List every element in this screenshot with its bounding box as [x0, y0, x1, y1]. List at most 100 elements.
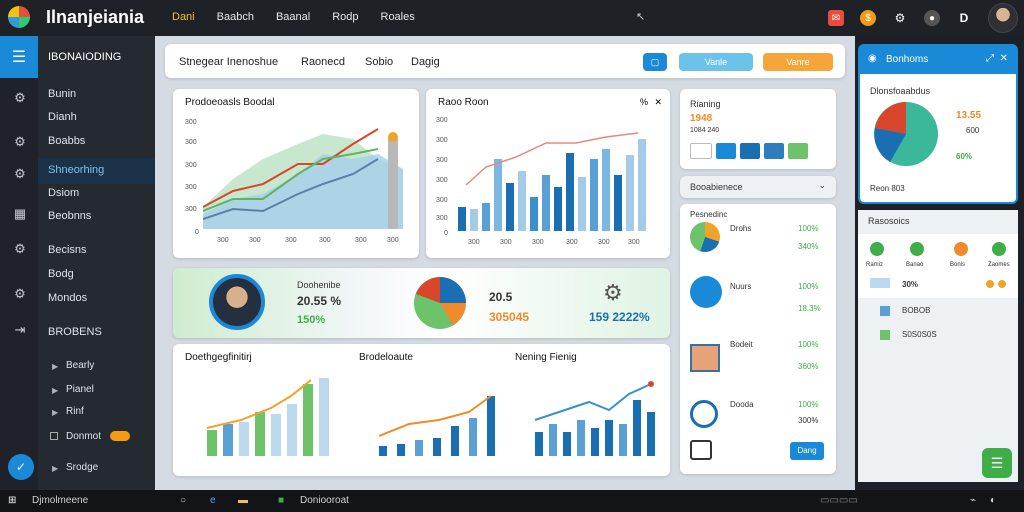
area-chart [203, 128, 403, 229]
app-icon[interactable]: ■ [278, 495, 285, 506]
y-tick: 0 [195, 229, 199, 236]
chart-title: Nening Fienig [515, 352, 577, 363]
button[interactable] [740, 143, 760, 159]
shortcut-icon[interactable] [992, 242, 1006, 256]
user-avatar[interactable] [988, 3, 1018, 33]
circle-icon [690, 276, 722, 308]
shortcut-icon[interactable] [870, 242, 884, 256]
y-tick: 300 [185, 162, 197, 169]
percent-icon[interactable]: % [639, 97, 648, 107]
y-tick: 300 [436, 137, 448, 144]
tab[interactable]: Dagig [411, 56, 440, 68]
shortcut-icon[interactable] [910, 242, 924, 256]
sidebar-item[interactable]: Beobnns [48, 210, 92, 222]
legend-value: 600 [966, 126, 980, 135]
tab[interactable]: Raonecd [301, 56, 346, 68]
main-content: Stnegear Inenoshue Raonecd Sobio Dagig ▢… [155, 36, 855, 490]
close-icon[interactable]: ✕ [999, 53, 1008, 64]
gear-icon[interactable]: ⚙ [14, 90, 26, 105]
target-icon [690, 400, 718, 428]
sidebar-item[interactable]: Bodg [48, 268, 74, 280]
tab[interactable]: Sobio [365, 56, 394, 68]
topnav-item[interactable]: Baabch [216, 11, 254, 23]
gear-icon[interactable]: ⚙ [14, 134, 26, 149]
taskbar-app-label[interactable]: Doniooroat [300, 495, 349, 506]
tag [870, 278, 890, 288]
topnav-item[interactable]: Dani [172, 11, 195, 23]
card-title: Rianing [690, 99, 721, 109]
sidebar-subitem[interactable]: Donmot [66, 431, 102, 442]
bar-line-chart [206, 378, 329, 456]
x-tick: 300 [468, 239, 480, 246]
toggle[interactable] [110, 431, 130, 441]
settings-icon[interactable]: ⚙ [894, 11, 906, 25]
button[interactable] [690, 143, 712, 159]
y-tick: 300 [185, 206, 197, 213]
action-button[interactable]: Dang [790, 442, 824, 460]
dropdown[interactable]: Booabienece ⌄ [680, 176, 836, 198]
stat-value: 20.55 % [297, 294, 342, 308]
sidebar-item[interactable]: Boabbs [48, 135, 86, 147]
sidebar-item[interactable]: Mondos [48, 292, 88, 304]
row-value: 340% [798, 242, 819, 251]
panel-subtitle: Dlonsfoaabdus [870, 86, 931, 96]
dropdown-button[interactable]: Vanle [679, 53, 753, 71]
sidebar-item-active[interactable]: Shneorhing [38, 158, 155, 184]
coin-icon[interactable]: $ [860, 10, 876, 26]
sidebar-section-label: BROBENS [48, 326, 102, 338]
taskbar-search[interactable]: Djmolmeene [32, 495, 89, 506]
task-view-icon[interactable]: ○ [180, 495, 187, 506]
sidebar-item[interactable]: Dianh [48, 111, 77, 123]
taskbar: ⊞ Djmolmeene ○ e ▬ ■ Doniooroat ▭▭▭▭ ⌁ ◐ [0, 490, 1024, 512]
sidebar-subitem[interactable]: Bearly [66, 360, 95, 371]
volume-icon[interactable]: ◐ [990, 495, 997, 506]
sidebar-subitem[interactable]: Rinf [66, 406, 84, 417]
panel-title: Bonhoms [886, 54, 929, 65]
row-label: Dooda [730, 400, 754, 409]
chart-title: Brodeloaute [359, 352, 413, 363]
close-icon[interactable]: ✕ [654, 97, 662, 107]
square-button[interactable]: ▢ [643, 53, 667, 71]
sidebar-item[interactable]: Dsiom [48, 187, 80, 199]
menu-icon[interactable]: ☰ [0, 36, 38, 78]
checkbox[interactable] [50, 432, 58, 440]
sidebar-item[interactable]: Bunin [48, 88, 77, 100]
tab[interactable]: Stnegear Inenoshue [179, 56, 279, 68]
export-icon[interactable]: ⇥ [14, 322, 26, 337]
x-tick: 300 [387, 237, 399, 244]
expand-icon[interactable]: ⤢ [986, 53, 994, 64]
chat-fab-icon[interactable]: ☰ [982, 448, 1012, 478]
topnav-item[interactable]: Roales [380, 11, 415, 23]
button[interactable] [788, 143, 808, 159]
notification-icon[interactable]: ✉ [828, 10, 844, 26]
sidebar-subitem[interactable]: Srodge [66, 462, 99, 473]
card-value: 1948 [690, 113, 713, 124]
windows-start-icon[interactable]: ⊞ [8, 495, 17, 506]
action-button[interactable]: Vanre [763, 53, 833, 71]
top-bar: Ilnanjeiania Dani Baabch Baanal Rodp Roa… [0, 0, 1024, 36]
browser-icon[interactable]: e [210, 495, 216, 506]
help-icon[interactable]: ● [924, 10, 940, 26]
network-icon[interactable]: ⌁ [970, 495, 977, 506]
app-launcher-icon[interactable]: ✓ [8, 454, 34, 480]
gear-icon[interactable]: ⚙ [14, 286, 26, 301]
chevron-right-icon: ▶ [52, 464, 59, 473]
profile-menu-icon[interactable]: D [959, 11, 969, 25]
topnav-item[interactable]: Baanal [275, 11, 311, 23]
chevron-right-icon: ▶ [52, 362, 59, 371]
legend-value: 60% [956, 152, 973, 161]
grid-icon[interactable]: ▦ [13, 206, 27, 221]
gear-icon[interactable]: ⚙ [14, 241, 26, 256]
sidebar-item[interactable]: Becisns [48, 244, 87, 256]
button[interactable] [716, 143, 736, 159]
y-tick: 300 [185, 119, 197, 126]
y-tick: 300 [436, 117, 448, 124]
folder-icon[interactable]: ▬ [238, 495, 248, 506]
gear-icon[interactable]: ⚙ [14, 166, 26, 181]
button[interactable] [764, 143, 784, 159]
sidebar-heading: IBONAIODING [48, 51, 122, 63]
topnav-item[interactable]: Rodp [332, 11, 359, 23]
row-value: 100% [798, 224, 819, 233]
shortcut-icon[interactable] [954, 242, 968, 256]
sidebar-subitem[interactable]: Pianel [66, 384, 94, 395]
